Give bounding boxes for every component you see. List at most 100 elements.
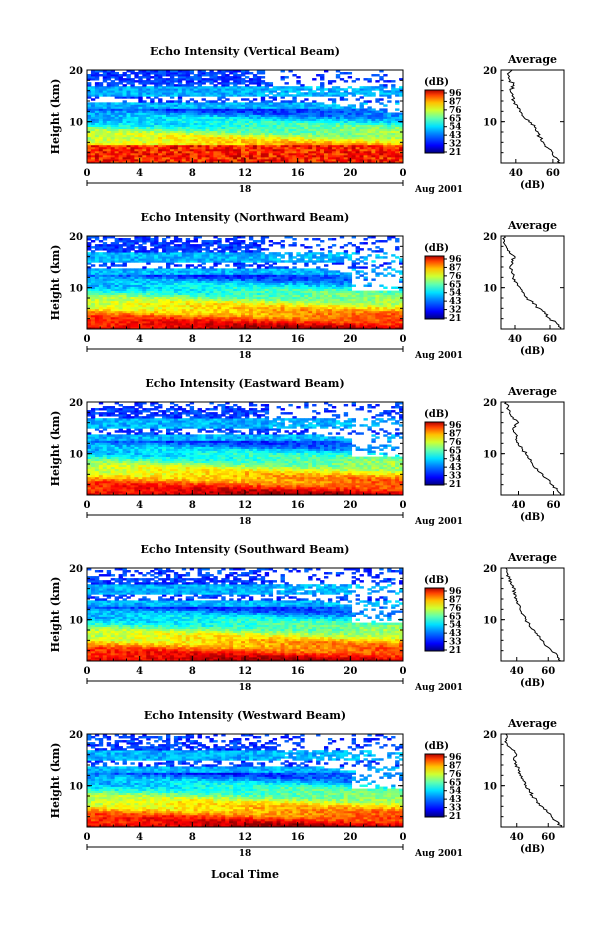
colorbar-unit: (dB) xyxy=(424,409,449,420)
x-tick-label: 16 xyxy=(291,832,305,843)
avg-x-axis-label: (dB) xyxy=(520,512,545,523)
colorbar-label: 21 xyxy=(449,480,462,490)
colorbar-label: 87 xyxy=(449,97,462,107)
y-tick-label: 10 xyxy=(69,118,83,129)
colorbar-label: 32 xyxy=(449,140,462,150)
avg-x-tick-label: 40 xyxy=(510,666,524,677)
avg-x-axis-label: (dB) xyxy=(520,678,545,689)
panel-5: Echo Intensity (Westward Beam) 10 20 Height… xyxy=(49,709,565,859)
x-tick-label: 12 xyxy=(238,666,252,677)
avg-y-tick-label: 10 xyxy=(483,284,497,295)
avg-x-tick-label: 60 xyxy=(541,832,555,843)
x-tick-label: 20 xyxy=(343,334,357,345)
colorbar-label: 76 xyxy=(449,438,462,448)
panel-2: Echo Intensity (Northward Beam) 10 20 Heigh… xyxy=(49,211,565,361)
intensity-heatmap xyxy=(87,568,404,662)
colorbar-label: 21 xyxy=(449,812,462,822)
x-tick-label: 20 xyxy=(343,832,357,843)
panel-1: Echo Intensity (Vertical Beam) 10 20 Height… xyxy=(49,45,565,195)
avg-y-tick-label: 20 xyxy=(483,730,497,741)
colorbar-label: 43 xyxy=(449,629,462,639)
average-title: Average xyxy=(507,551,557,564)
x-tick-label: 8 xyxy=(189,168,196,179)
avg-x-tick-label: 40 xyxy=(510,832,524,843)
y-tick-label: 20 xyxy=(69,398,83,409)
date-label: Aug 2001 xyxy=(414,849,463,859)
colorbar-label: 76 xyxy=(449,106,462,116)
x-tick-label: 4 xyxy=(136,666,143,677)
avg-y-tick-label: 10 xyxy=(483,616,497,627)
x-tick-label: 16 xyxy=(291,500,305,511)
colorbar-label: 76 xyxy=(449,770,462,780)
colorbar-label: 21 xyxy=(449,646,462,656)
colorbar-label: 21 xyxy=(449,314,462,324)
avg-x-tick-label: 40 xyxy=(508,334,522,345)
day-marker: 18 xyxy=(239,351,252,361)
avg-y-tick-label: 20 xyxy=(483,232,497,243)
intensity-heatmap xyxy=(87,236,404,330)
colorbar xyxy=(424,753,445,818)
colorbar-label: 76 xyxy=(449,272,462,282)
colorbar-label: 33 xyxy=(449,804,462,814)
y-tick-label: 10 xyxy=(69,782,83,793)
colorbar-label: 65 xyxy=(449,114,462,124)
colorbar-label: 43 xyxy=(449,131,462,141)
average-title: Average xyxy=(507,385,557,398)
colorbar-label: 43 xyxy=(449,795,462,805)
x-tick-label: 16 xyxy=(291,168,305,179)
avg-x-axis-label: (dB) xyxy=(520,844,545,855)
panel-title: Echo Intensity (Southward Beam) xyxy=(141,543,350,556)
colorbar-unit: (dB) xyxy=(424,77,449,88)
x-tick-label: 12 xyxy=(238,500,252,511)
colorbar-unit: (dB) xyxy=(424,243,449,254)
x-tick-label: 0 xyxy=(400,832,407,843)
x-tick-label: 4 xyxy=(136,832,143,843)
x-tick-label: 20 xyxy=(343,168,357,179)
intensity-heatmap xyxy=(87,402,404,496)
date-label: Aug 2001 xyxy=(414,683,463,693)
day-marker: 18 xyxy=(239,683,252,693)
day-marker: 18 xyxy=(239,517,252,527)
colorbar xyxy=(424,255,445,320)
x-tick-label: 0 xyxy=(84,334,91,345)
colorbar xyxy=(424,89,445,154)
x-tick-label: 8 xyxy=(189,832,196,843)
colorbar-label: 33 xyxy=(449,638,462,648)
colorbar-unit: (dB) xyxy=(424,741,449,752)
x-tick-label: 0 xyxy=(400,168,407,179)
x-tick-label: 4 xyxy=(136,334,143,345)
colorbar-label: 96 xyxy=(449,421,462,431)
average-profile-line xyxy=(504,733,563,828)
colorbar-label: 43 xyxy=(449,463,462,473)
x-tick-label: 8 xyxy=(189,666,196,677)
avg-y-tick-label: 20 xyxy=(483,66,497,77)
colorbar-label: 43 xyxy=(449,297,462,307)
intensity-heatmap xyxy=(87,70,404,164)
panel-title: Echo Intensity (Eastward Beam) xyxy=(145,377,344,390)
date-label: Aug 2001 xyxy=(414,517,463,527)
panel-3: Echo Intensity (Eastward Beam) 10 20 Height… xyxy=(49,377,565,527)
average-frame xyxy=(500,69,565,164)
x-tick-label: 0 xyxy=(84,666,91,677)
y-axis-label: Height (km) xyxy=(49,245,62,321)
day-marker: 18 xyxy=(239,185,252,195)
avg-x-tick-label: 40 xyxy=(512,500,526,511)
colorbar-label: 87 xyxy=(449,761,462,771)
intensity-heatmap xyxy=(87,734,404,828)
x-tick-label: 0 xyxy=(84,500,91,511)
x-tick-label: 12 xyxy=(238,168,252,179)
y-tick-label: 20 xyxy=(69,66,83,77)
average-frame xyxy=(500,235,565,330)
avg-y-tick-label: 20 xyxy=(483,564,497,575)
y-tick-label: 10 xyxy=(69,616,83,627)
avg-x-tick-label: 40 xyxy=(509,168,523,179)
y-tick-label: 20 xyxy=(69,730,83,741)
colorbar xyxy=(424,587,445,652)
colorbar-label: 54 xyxy=(449,123,462,133)
colorbar-label: 54 xyxy=(449,621,462,631)
y-axis-label: Height (km) xyxy=(49,577,62,653)
x-tick-label: 4 xyxy=(136,168,143,179)
y-tick-label: 10 xyxy=(69,450,83,461)
x-tick-label: 0 xyxy=(400,500,407,511)
colorbar-label: 32 xyxy=(449,306,462,316)
